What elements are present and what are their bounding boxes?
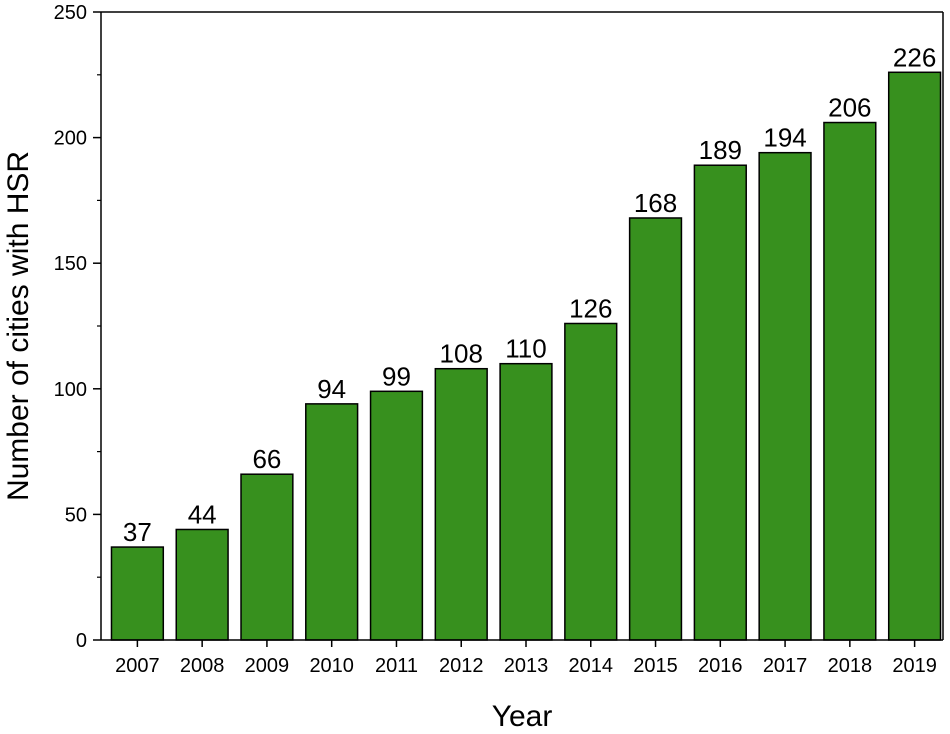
bar-2011 bbox=[369, 390, 424, 641]
y-tick-label: 100 bbox=[54, 379, 87, 401]
bar-2009 bbox=[240, 473, 294, 641]
data-labels: 37 44 66 94 99 108 110 126 168 189 194 206 226 bbox=[123, 42, 936, 547]
data-label-2014: 126 bbox=[569, 293, 612, 323]
bars bbox=[110, 71, 942, 641]
y-axis-title: Number of cities with HSR bbox=[2, 151, 35, 501]
data-label-2017: 194 bbox=[763, 123, 806, 153]
data-label-2019: 226 bbox=[893, 42, 936, 72]
bar-2013 bbox=[499, 362, 553, 641]
bar-2016 bbox=[693, 164, 747, 641]
x-tick-label: 2013 bbox=[504, 655, 549, 677]
bar-2010 bbox=[305, 403, 359, 641]
x-tick-label: 2007 bbox=[115, 655, 160, 677]
data-label-2015: 168 bbox=[634, 188, 677, 218]
y-tick-label: 250 bbox=[54, 2, 87, 24]
data-label-2012: 108 bbox=[440, 339, 483, 369]
data-label-2016: 189 bbox=[699, 135, 742, 165]
data-label-2008: 44 bbox=[188, 499, 217, 529]
x-tick-label: 2017 bbox=[763, 655, 808, 677]
x-tick-label: 2012 bbox=[439, 655, 484, 677]
x-axis-ticks: 2007 2008 2009 2010 2011 2012 2013 2014 2015 2016… bbox=[115, 640, 937, 677]
x-tick-label: 2014 bbox=[569, 655, 614, 677]
y-tick-label: 50 bbox=[65, 504, 87, 526]
bar-2019 bbox=[887, 71, 942, 641]
x-tick-label: 2010 bbox=[309, 655, 354, 677]
x-tick-label: 2018 bbox=[828, 655, 873, 677]
data-label-2018: 206 bbox=[828, 93, 871, 123]
x-tick-label: 2015 bbox=[633, 655, 678, 677]
bar-2014 bbox=[564, 322, 618, 641]
y-axis-ticks: 0 50 100 150 200 250 bbox=[54, 2, 101, 652]
y-tick-label: 0 bbox=[76, 630, 87, 652]
y-tick-label: 200 bbox=[54, 128, 87, 150]
bar-2018 bbox=[823, 121, 877, 641]
bar-2012 bbox=[434, 367, 488, 641]
y-tick-label: 150 bbox=[54, 253, 87, 275]
data-label-2011: 99 bbox=[382, 361, 411, 391]
x-tick-label: 2016 bbox=[698, 655, 743, 677]
data-label-2013: 110 bbox=[505, 334, 546, 364]
x-tick-label: 2008 bbox=[180, 655, 225, 677]
bar-2008 bbox=[175, 528, 229, 641]
bar-2017 bbox=[758, 151, 812, 641]
x-tick-label: 2011 bbox=[375, 655, 418, 677]
x-axis-title: Year bbox=[492, 700, 553, 733]
data-label-2009: 66 bbox=[252, 444, 281, 474]
data-label-2010: 94 bbox=[317, 374, 346, 404]
data-label-2007: 37 bbox=[123, 517, 152, 547]
x-tick-label: 2009 bbox=[245, 655, 290, 677]
bar-2015 bbox=[628, 217, 683, 641]
bar-2007 bbox=[110, 546, 165, 641]
x-tick-label: 2019 bbox=[892, 655, 937, 677]
